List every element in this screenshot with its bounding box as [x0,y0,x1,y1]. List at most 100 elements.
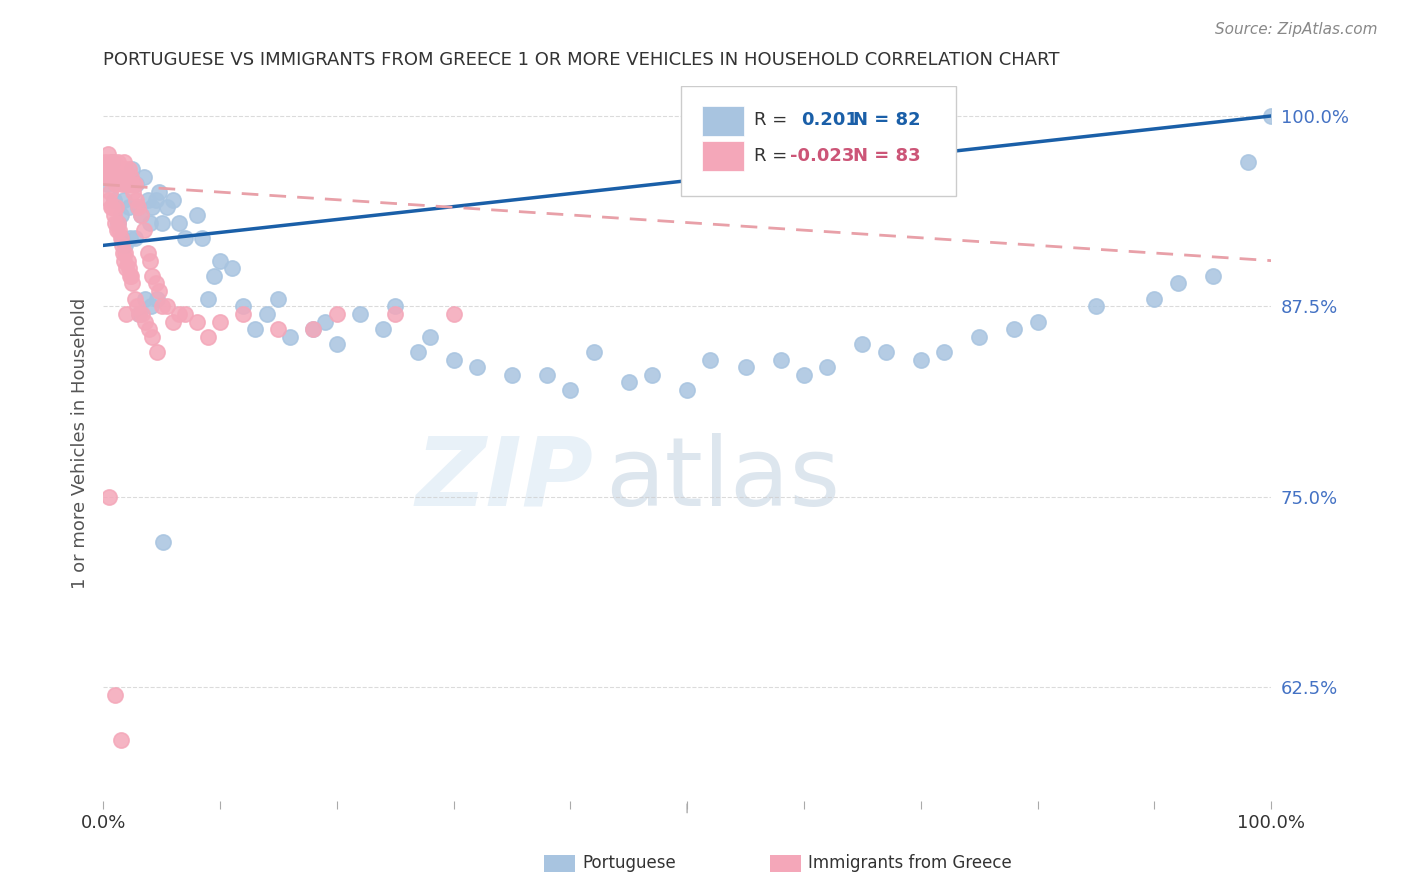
Point [111,231,134,245]
Point [302,322,325,336]
Point [1084,299,1107,313]
Point [111,238,134,252]
Point [145,277,167,291]
Point [536,368,558,382]
Point [97,169,120,184]
Point [1202,268,1225,283]
Point [156,200,179,214]
Point [208,253,231,268]
Point [267,292,290,306]
Point [112,193,135,207]
Text: N = 83: N = 83 [853,146,921,165]
Point [141,200,163,214]
Point [191,231,214,245]
FancyBboxPatch shape [702,105,744,136]
Point [232,307,254,321]
Point [1260,109,1282,123]
Point [98,185,121,199]
Point [98,169,121,184]
Point [148,185,170,199]
Point [104,688,127,702]
Text: R =: R = [754,146,787,165]
Point [1002,322,1025,336]
Point [325,307,347,321]
Point [114,246,136,260]
Point [197,292,219,306]
Point [136,193,159,207]
Point [699,352,721,367]
Point [815,360,838,375]
Text: N = 82: N = 82 [853,111,921,128]
Text: R =: R = [754,111,787,128]
Point [111,246,134,260]
Text: Source: ZipAtlas.com: Source: ZipAtlas.com [1215,22,1378,37]
Point [98,169,121,184]
Point [314,314,336,328]
Point [967,330,990,344]
Point [118,162,141,177]
Point [101,154,124,169]
Point [910,352,932,367]
Point [419,330,441,344]
Point [202,268,225,283]
Point [197,330,219,344]
Point [139,299,162,313]
Point [1167,277,1189,291]
Point [384,299,406,313]
Point [103,208,125,222]
Point [110,162,132,177]
Y-axis label: 1 or more Vehicles in Household: 1 or more Vehicles in Household [72,298,89,589]
Point [134,292,156,306]
Point [232,299,254,313]
Point [101,200,124,214]
Point [150,299,173,313]
Point [138,322,160,336]
Point [125,178,148,192]
Point [118,200,141,214]
Point [349,307,371,321]
Point [793,368,815,382]
Point [734,360,756,375]
Text: 0.201: 0.201 [801,111,859,128]
Point [278,330,301,344]
Point [115,307,138,321]
Point [94,154,117,169]
Point [98,154,121,169]
Point [325,337,347,351]
Point [145,193,167,207]
Text: atlas: atlas [606,433,841,525]
Point [118,231,141,245]
Point [162,193,184,207]
Point [152,535,174,549]
Point [100,162,122,177]
Point [121,162,143,177]
Point [139,216,162,230]
Point [162,314,184,328]
Point [501,368,523,382]
Point [125,299,148,313]
Point [96,162,118,177]
Point [136,246,159,260]
Point [110,208,132,222]
Point [107,154,129,169]
Point [167,216,190,230]
Point [173,231,195,245]
Point [156,299,179,313]
Point [128,307,150,321]
Point [560,383,582,397]
Point [167,307,190,321]
Point [104,200,127,214]
Point [110,231,132,245]
Point [105,169,128,184]
Point [127,200,149,214]
Point [146,345,169,359]
Point [108,223,131,237]
Point [101,169,124,184]
Text: Immigrants from Greece: Immigrants from Greece [808,855,1012,872]
Point [186,314,208,328]
Point [124,292,146,306]
Point [117,253,139,268]
Point [117,178,139,192]
Point [111,169,134,184]
Point [373,322,395,336]
